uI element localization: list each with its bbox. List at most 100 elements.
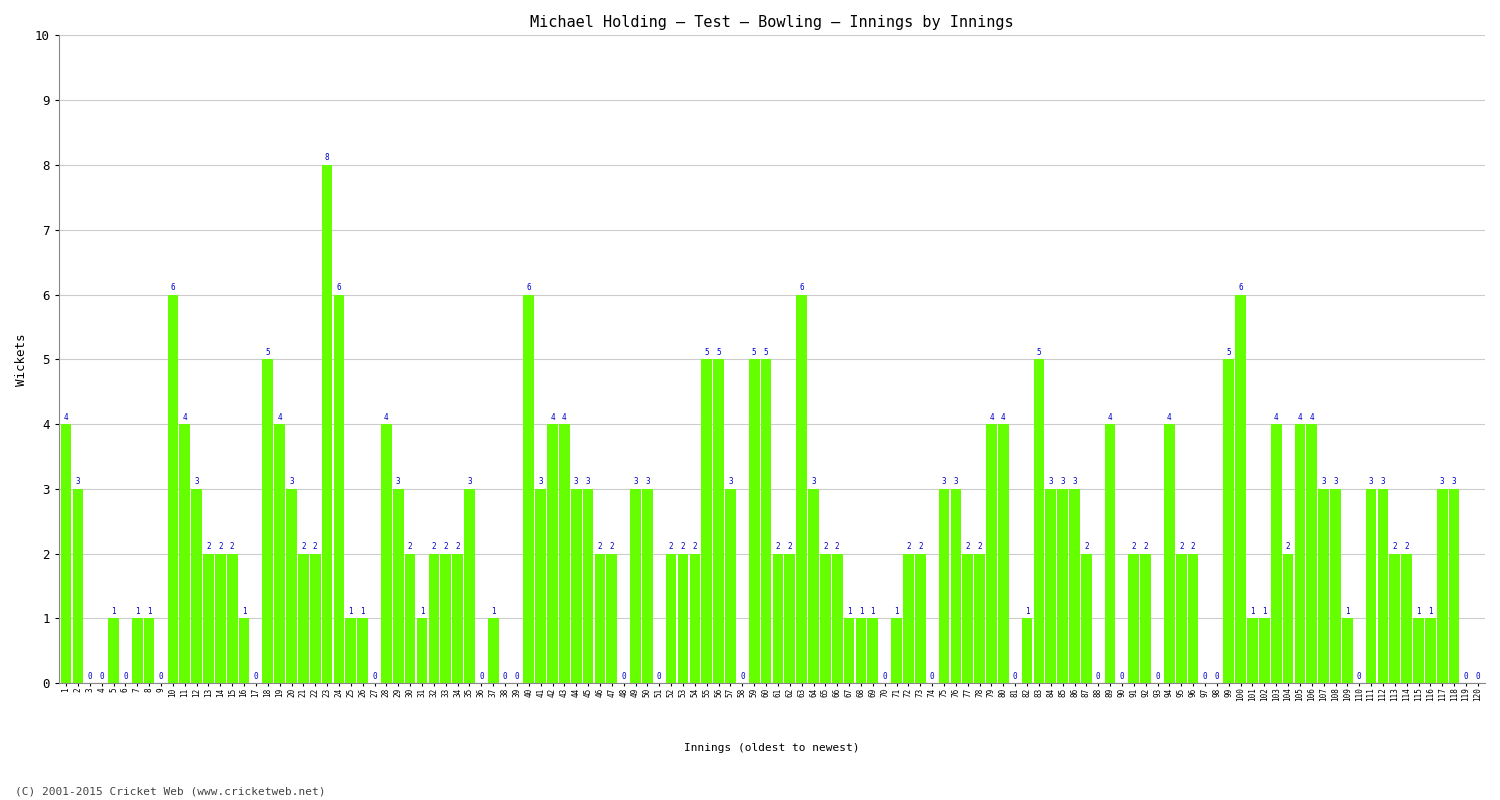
Bar (584, 489, 594, 683)
Bar (168, 294, 178, 683)
Text: 3: 3 (586, 478, 591, 486)
Text: 2: 2 (1286, 542, 1290, 551)
Text: (C) 2001-2015 Cricket Web (www.cricketweb.net): (C) 2001-2015 Cricket Web (www.cricketwe… (15, 786, 326, 796)
Bar (1236, 294, 1246, 683)
Bar (998, 424, 1008, 683)
Text: 3: 3 (812, 478, 816, 486)
Text: 8: 8 (326, 154, 330, 162)
Bar (560, 424, 570, 683)
Text: 0: 0 (930, 672, 934, 681)
Text: 1: 1 (1024, 607, 1029, 616)
Bar (132, 618, 142, 683)
Bar (784, 554, 795, 683)
Bar (772, 554, 783, 683)
Bar (524, 294, 534, 683)
Bar (1294, 424, 1305, 683)
Bar (1306, 424, 1317, 683)
Bar (1366, 489, 1377, 683)
Text: 0: 0 (882, 672, 886, 681)
Text: 0: 0 (1203, 672, 1208, 681)
Bar (606, 554, 616, 683)
Text: 1: 1 (360, 607, 364, 616)
Text: 0: 0 (621, 672, 626, 681)
Bar (453, 554, 464, 683)
Text: 1: 1 (1416, 607, 1420, 616)
Bar (72, 489, 84, 683)
Bar (1270, 424, 1281, 683)
Text: 2: 2 (609, 542, 613, 551)
Text: 2: 2 (1179, 542, 1184, 551)
Bar (464, 489, 476, 683)
Y-axis label: Wickets: Wickets (15, 333, 28, 386)
Bar (891, 618, 902, 683)
Text: 0: 0 (1215, 672, 1219, 681)
Text: 3: 3 (1322, 478, 1326, 486)
Text: 4: 4 (1108, 413, 1113, 422)
Bar (690, 554, 700, 683)
Text: 3: 3 (1334, 478, 1338, 486)
Bar (1401, 554, 1411, 683)
Text: 4: 4 (1298, 413, 1302, 422)
Bar (855, 618, 867, 683)
Text: 1: 1 (135, 607, 140, 616)
Text: 2: 2 (978, 542, 982, 551)
Text: 4: 4 (384, 413, 388, 422)
Text: 3: 3 (574, 478, 579, 486)
Text: 1: 1 (1346, 607, 1350, 616)
Bar (833, 554, 843, 683)
Text: 1: 1 (870, 607, 874, 616)
Bar (915, 554, 926, 683)
Text: 2: 2 (597, 542, 603, 551)
Bar (1389, 554, 1400, 683)
Bar (298, 554, 309, 683)
Bar (488, 618, 498, 683)
Bar (192, 489, 202, 683)
Text: 0: 0 (1358, 672, 1362, 681)
Text: 5: 5 (717, 348, 722, 357)
Bar (286, 489, 297, 683)
Bar (62, 424, 72, 683)
Text: 4: 4 (1167, 413, 1172, 422)
Bar (322, 165, 333, 683)
Bar (1176, 554, 1186, 683)
Bar (903, 554, 914, 683)
Text: 2: 2 (836, 542, 840, 551)
Bar (357, 618, 368, 683)
Text: 2: 2 (217, 542, 222, 551)
Bar (1128, 554, 1138, 683)
Text: 3: 3 (1072, 478, 1077, 486)
Bar (548, 424, 558, 683)
Text: 1: 1 (858, 607, 864, 616)
Text: 2: 2 (1392, 542, 1396, 551)
Text: 3: 3 (195, 478, 200, 486)
Text: 1: 1 (420, 607, 424, 616)
Bar (1034, 359, 1044, 683)
Text: 3: 3 (466, 478, 472, 486)
Bar (405, 554, 416, 683)
Bar (666, 554, 676, 683)
Text: 0: 0 (1013, 672, 1017, 681)
Text: 2: 2 (302, 542, 306, 551)
Text: 4: 4 (550, 413, 555, 422)
Bar (274, 424, 285, 683)
X-axis label: Innings (oldest to newest): Innings (oldest to newest) (684, 743, 859, 753)
Bar (986, 424, 998, 683)
Text: 0: 0 (478, 672, 483, 681)
Text: 6: 6 (800, 283, 804, 292)
Text: 2: 2 (1131, 542, 1136, 551)
Bar (1330, 489, 1341, 683)
Text: 0: 0 (514, 672, 519, 681)
Text: 3: 3 (1380, 478, 1386, 486)
Text: 3: 3 (1060, 478, 1065, 486)
Text: 2: 2 (408, 542, 413, 551)
Text: 0: 0 (657, 672, 662, 681)
Text: 2: 2 (432, 542, 436, 551)
Text: 1: 1 (894, 607, 898, 616)
Text: 4: 4 (562, 413, 567, 422)
Text: 4: 4 (1000, 413, 1005, 422)
Bar (796, 294, 807, 683)
Text: 0: 0 (123, 672, 128, 681)
Bar (1246, 618, 1258, 683)
Text: 6: 6 (526, 283, 531, 292)
Bar (642, 489, 652, 683)
